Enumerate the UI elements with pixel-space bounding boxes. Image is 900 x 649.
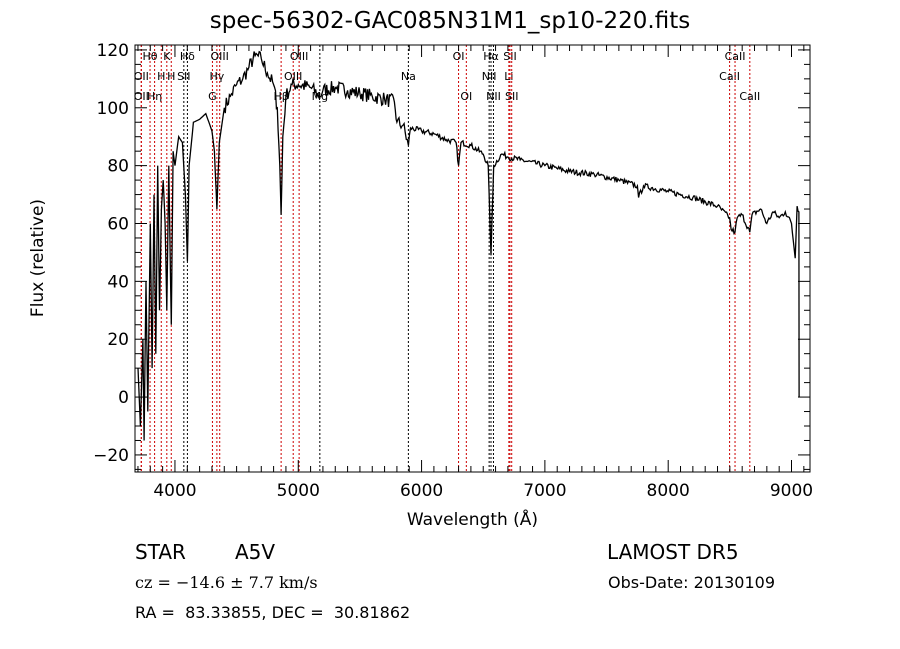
y-axis-label: Flux (relative) <box>28 198 48 318</box>
x-tick-label: 5000 <box>277 481 320 501</box>
spectral-line-label: OI <box>453 50 465 63</box>
spectral-line-label: Hθ <box>143 50 158 63</box>
spectral-line-label: CaII <box>719 70 740 83</box>
y-tick-label: 60 <box>107 214 129 234</box>
x-tick-label: 6000 <box>400 481 443 501</box>
observation-date: Obs-Date: 20130109 <box>608 573 776 592</box>
x-tick-label: 7000 <box>523 481 566 501</box>
spectral-line-label: Hδ <box>180 50 195 63</box>
spectral-line-label: Li <box>504 70 513 83</box>
subclass: A5V <box>235 540 276 564</box>
spectral-line-label: Hα <box>483 50 499 63</box>
spectral-line-label: SII <box>503 50 516 63</box>
spectral-line-label: Na <box>401 70 416 83</box>
spectral-line-label: K <box>163 50 171 63</box>
plot-frame <box>134 44 811 473</box>
spectral-line-label: SII <box>505 90 518 103</box>
y-tick-label: 20 <box>107 330 129 350</box>
spectral-line-label: Hγ <box>209 70 224 83</box>
x-tick-label: 4000 <box>153 481 196 501</box>
y-tick-label: 40 <box>107 272 129 292</box>
spectral-line-label: SII <box>177 70 190 83</box>
x-tick-label: 8000 <box>647 481 690 501</box>
x-axis-label: Wavelength (Å) <box>406 510 539 530</box>
chart-title: spec-56302-GAC085N31M1_sp10-220.fits <box>209 8 691 34</box>
spectral-line-label: Hη <box>147 90 162 103</box>
y-tick-label: 100 <box>97 99 129 119</box>
spectral-line-label: OI <box>460 90 472 103</box>
spectral-line-label: CaII <box>739 90 760 103</box>
x-tick-label: 9000 <box>770 481 813 501</box>
y-tick-label: −20 <box>93 446 129 466</box>
spectral-line-label: NII <box>482 70 497 83</box>
spectral-line-label: OIII <box>211 50 229 63</box>
spectral-line-label: OIII <box>284 70 302 83</box>
y-tick-label: 0 <box>118 388 129 408</box>
spectral-line-label: H <box>157 70 165 83</box>
spectral-line-label: OIII <box>290 50 308 63</box>
spectrum-series-line <box>137 50 800 441</box>
redshift-velocity: cz = −14.6 ± 7.7 km/s <box>135 573 318 592</box>
y-tick-label: 120 <box>97 41 129 61</box>
spectral-line-label: H <box>167 70 175 83</box>
survey-name: LAMOST DR5 <box>607 540 739 564</box>
spectral-line-label: G <box>208 90 217 103</box>
spectral-line-label: OII <box>134 70 149 83</box>
spectral-line-label: Hβ <box>273 90 288 103</box>
spectral-line-label: NII <box>486 90 501 103</box>
coordinates: RA = 83.33855, DEC = 30.81862 <box>135 603 411 622</box>
spectral-line-label: CaII <box>725 50 746 63</box>
object-type: STAR <box>135 540 186 564</box>
y-tick-label: 80 <box>107 157 129 177</box>
